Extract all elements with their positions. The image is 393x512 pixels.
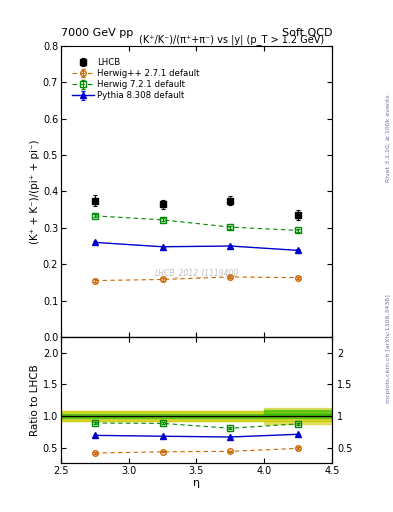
Text: LHCB_2012_I1119400: LHCB_2012_I1119400	[154, 268, 239, 278]
Text: Rivet 3.1.10, ≥ 100k events: Rivet 3.1.10, ≥ 100k events	[386, 94, 391, 182]
X-axis label: η: η	[193, 478, 200, 487]
Y-axis label: (K⁺ + K⁻)/(pi⁺ + pi⁻): (K⁺ + K⁻)/(pi⁺ + pi⁻)	[30, 139, 40, 244]
Text: (K⁺/K⁻)/(π⁺+π⁻) vs |y| (p_T > 1.2 GeV): (K⁺/K⁻)/(π⁺+π⁻) vs |y| (p_T > 1.2 GeV)	[139, 34, 324, 45]
Legend: LHCB, Herwig++ 2.7.1 default, Herwig 7.2.1 default, Pythia 8.308 default: LHCB, Herwig++ 2.7.1 default, Herwig 7.2…	[71, 56, 202, 102]
Y-axis label: Ratio to LHCB: Ratio to LHCB	[30, 364, 40, 436]
Text: mcplots.cern.ch [arXiv:1306.3436]: mcplots.cern.ch [arXiv:1306.3436]	[386, 294, 391, 402]
Text: 7000 GeV pp: 7000 GeV pp	[61, 28, 133, 38]
Text: Soft QCD: Soft QCD	[282, 28, 332, 38]
Bar	[61, 411, 332, 421]
